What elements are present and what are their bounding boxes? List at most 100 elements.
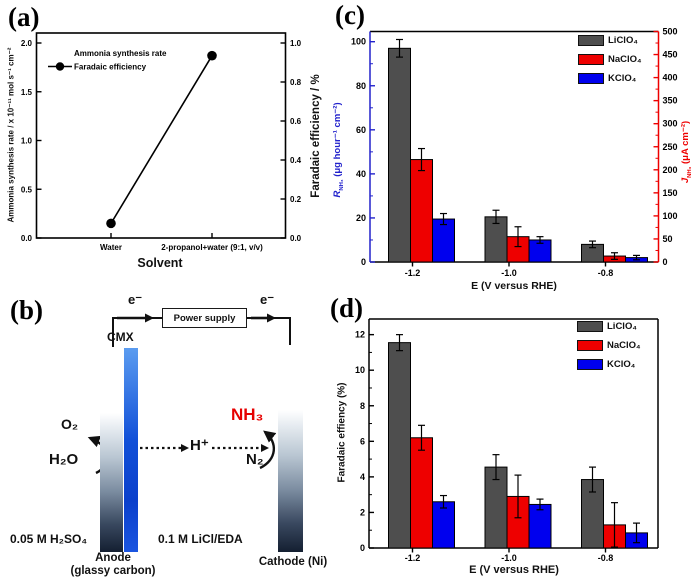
panel-a-plot: 0.0 0.5 1.0 1.5 2.0 0.0 0.2 0.4 0.6 0.8 1.0 Water 2-… — [21, 32, 302, 252]
legend-entry-faradaic: Faradaic efficiency — [74, 63, 147, 72]
left-tick-label: 0.5 — [21, 185, 33, 194]
x-tick-label: -0.8 — [598, 553, 614, 563]
right-tick-label: 150 — [663, 188, 678, 198]
panel-a-label: (a) — [8, 2, 40, 32]
cathode-reaction-arrow — [259, 430, 277, 470]
legend-item-naclo4: NaClO₄ — [577, 339, 641, 351]
panel-c-xlabel: E (V versus RHE) — [471, 280, 557, 292]
right-tick-label: 0.8 — [290, 78, 302, 87]
proton-arrowhead-right — [261, 444, 269, 452]
left-tick-label: 80 — [356, 81, 366, 91]
rnh3-symbol: R — [332, 190, 344, 198]
anode-electrode — [100, 413, 123, 552]
bar-LiClO₄--1.2 — [388, 342, 411, 549]
right-tick-label: 1.0 — [290, 39, 302, 48]
anolyte-label: 0.05 M H₂SO₄ — [10, 532, 88, 546]
electron-arrowhead-right — [267, 313, 276, 323]
right-tick-label: 0.0 — [290, 234, 302, 243]
legend-item-naclo4: NaClO₄ — [578, 53, 642, 65]
bar-NaClO₄--1.2 — [410, 437, 433, 549]
panel-d: (d) 0 2 4 6 8 10 12 -1.2 -1.0 -0.8 Faradaic effie… — [330, 290, 700, 585]
left-tick-label: 60 — [356, 125, 366, 135]
o2-label: O₂ — [61, 416, 79, 432]
left-tick-label: 100 — [351, 37, 366, 47]
x-tick-label: -1.2 — [405, 553, 421, 563]
right-tick-label: 400 — [663, 73, 678, 83]
panel-c-legend: LiClO₄ NaClO₄ KClO₄ — [578, 34, 642, 91]
right-tick-label: 0.4 — [290, 156, 302, 165]
bar-NaClO₄--1.2 — [410, 159, 433, 263]
x-tick-label: -1.2 — [405, 268, 421, 278]
bar-KClO₄--1.0 — [528, 503, 552, 549]
proton-arrowhead-left — [181, 444, 189, 452]
panel-d-legend: LiClO₄ NaClO₄ KClO₄ — [577, 320, 641, 377]
left-tick-label: 1.5 — [21, 88, 33, 97]
naclo4-label: NaClO₄ — [607, 339, 641, 351]
panel-a-ylabel-right: Faradaic efficiency / % — [310, 74, 322, 198]
liclo4-swatch — [577, 320, 603, 332]
panel-c-ylabel-right: JNH₃ (μA cm⁻²) — [679, 87, 697, 217]
electron-label-right: e⁻ — [260, 292, 275, 307]
left-tick-label: 12 — [355, 330, 365, 340]
data-line — [110, 55, 213, 224]
panel-c-ylabel-left: RNH₃ (μg hour⁻¹ cm⁻²) — [331, 60, 349, 240]
panel-a: (a) 0.0 0.5 1.0 1.5 2.0 0.0 0.2 0.4 0.6 0.8 1.0 Wat… — [0, 0, 330, 290]
bar-LiClO₄--1.2 — [388, 47, 411, 263]
left-tick-label: 4 — [360, 472, 365, 482]
legend-entry-rate: Ammonia synthesis rate — [74, 49, 167, 58]
left-tick-label: 20 — [356, 213, 366, 223]
jnh3-subscript: NH₃ — [686, 166, 693, 178]
catholyte-label: 0.1 M LiCl/EDA — [158, 532, 243, 546]
cmx-membrane — [124, 348, 138, 552]
rnh3-units: (μg hour⁻¹ cm⁻²) — [332, 102, 344, 180]
legend-circle-symbol — [55, 62, 65, 71]
panel-c-label: (c) — [335, 0, 365, 30]
panel-b-diagram — [87, 313, 291, 475]
h-plus-label: H⁺ — [190, 437, 209, 454]
power-supply-box: Power supply — [162, 308, 247, 328]
left-tick-label: 10 — [355, 365, 365, 375]
x-tick-label: Water — [100, 243, 122, 252]
right-tick-label: 250 — [663, 142, 678, 152]
right-tick-label: 0 — [663, 257, 668, 267]
panel-d-xlabel: E (V versus RHE) — [469, 564, 559, 576]
left-tick-label: 0 — [361, 257, 366, 267]
legend-item-liclo4: LiClO₄ — [577, 320, 641, 332]
x-tick-label: 2-propanol+water (9:1, v/v) — [161, 243, 263, 252]
right-tick-label: 0.2 — [290, 195, 302, 204]
right-tick-label: 450 — [663, 50, 678, 60]
data-point — [207, 50, 217, 61]
membrane-cmx-label: CMX — [107, 330, 134, 344]
left-tick-label: 2.0 — [21, 39, 33, 48]
anode-caption: Anode (glassy carbon) — [58, 552, 168, 578]
naclo4-swatch — [577, 339, 603, 351]
naclo4-label: NaClO₄ — [608, 53, 642, 65]
x-tick-label: -1.0 — [501, 553, 517, 563]
bar-KClO₄--1.2 — [432, 218, 455, 263]
data-point — [106, 218, 116, 229]
panel-b: (b) Power supply e⁻ e — [0, 290, 330, 585]
left-tick-label: 8 — [360, 401, 365, 411]
right-tick-label: 300 — [663, 119, 678, 129]
nh3-label: NH₃ — [231, 405, 264, 424]
panel-d-ylabel: Faradaic effiency (%) — [336, 382, 348, 483]
panel-a-xlabel: Solvent — [137, 256, 183, 270]
bar-KClO₄--1.2 — [432, 501, 455, 549]
panel-c: (c) 0 20 40 60 80 100 0 50 100 150 200 250 300 350 400… — [330, 0, 700, 300]
kclo4-label: KClO₄ — [608, 72, 637, 84]
kclo4-swatch — [577, 358, 603, 370]
liclo4-swatch — [578, 34, 604, 46]
right-tick-label: 200 — [663, 165, 678, 175]
cathode-caption: Cathode (Ni) — [258, 556, 328, 568]
jnh3-units: (μA cm⁻²) — [680, 120, 692, 167]
left-tick-label: 40 — [356, 169, 366, 179]
left-tick-label: 0 — [360, 543, 365, 553]
right-tick-label: 350 — [663, 96, 678, 106]
rnh3-subscript: NH₃ — [338, 179, 345, 191]
cathode-electrode — [278, 410, 303, 552]
right-tick-label: 500 — [663, 27, 678, 37]
left-tick-label: 1.0 — [21, 137, 33, 146]
anode-caption-line1: Anode — [95, 552, 131, 564]
panel-b-label: (b) — [10, 295, 43, 325]
